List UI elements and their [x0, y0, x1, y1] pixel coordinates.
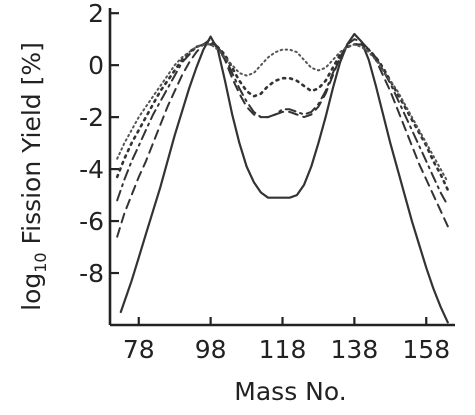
x-tick-label: 98 — [195, 335, 227, 364]
series-line-dash-dot — [116, 40, 449, 207]
x-tick-label: 158 — [402, 335, 450, 364]
y-axis-label-prefix: log — [17, 273, 46, 311]
y-ticks: 2 0 -2 -4 -6 -8 — [79, 0, 119, 288]
y-tick-label: -4 — [79, 155, 104, 184]
x-tick-label: 118 — [259, 335, 307, 364]
y-axis-label: log10 Fission Yield [%] — [17, 42, 50, 311]
series-line-solid — [119, 32, 449, 324]
x-axis-label: Mass No. — [234, 377, 346, 406]
x-tick-label: 138 — [331, 335, 379, 364]
series-line-fine-dot — [116, 43, 449, 184]
y-tick-label: 2 — [88, 0, 104, 28]
series-line-dot — [115, 43, 450, 192]
x-ticks: 78 98 118 138 158 — [123, 317, 450, 364]
series-line-dash — [116, 38, 449, 238]
y-axis-label-suffix: Fission Yield [%] — [17, 42, 46, 252]
y-tick-label: -8 — [79, 259, 104, 288]
axes — [108, 8, 455, 327]
x-tick-label: 78 — [123, 335, 155, 364]
y-tick-label: 0 — [88, 51, 104, 80]
y-tick-label: -6 — [79, 207, 104, 236]
y-tick-label: -2 — [79, 103, 104, 132]
series-layer — [115, 32, 450, 324]
y-axis-label-subscript: 10 — [31, 252, 50, 272]
